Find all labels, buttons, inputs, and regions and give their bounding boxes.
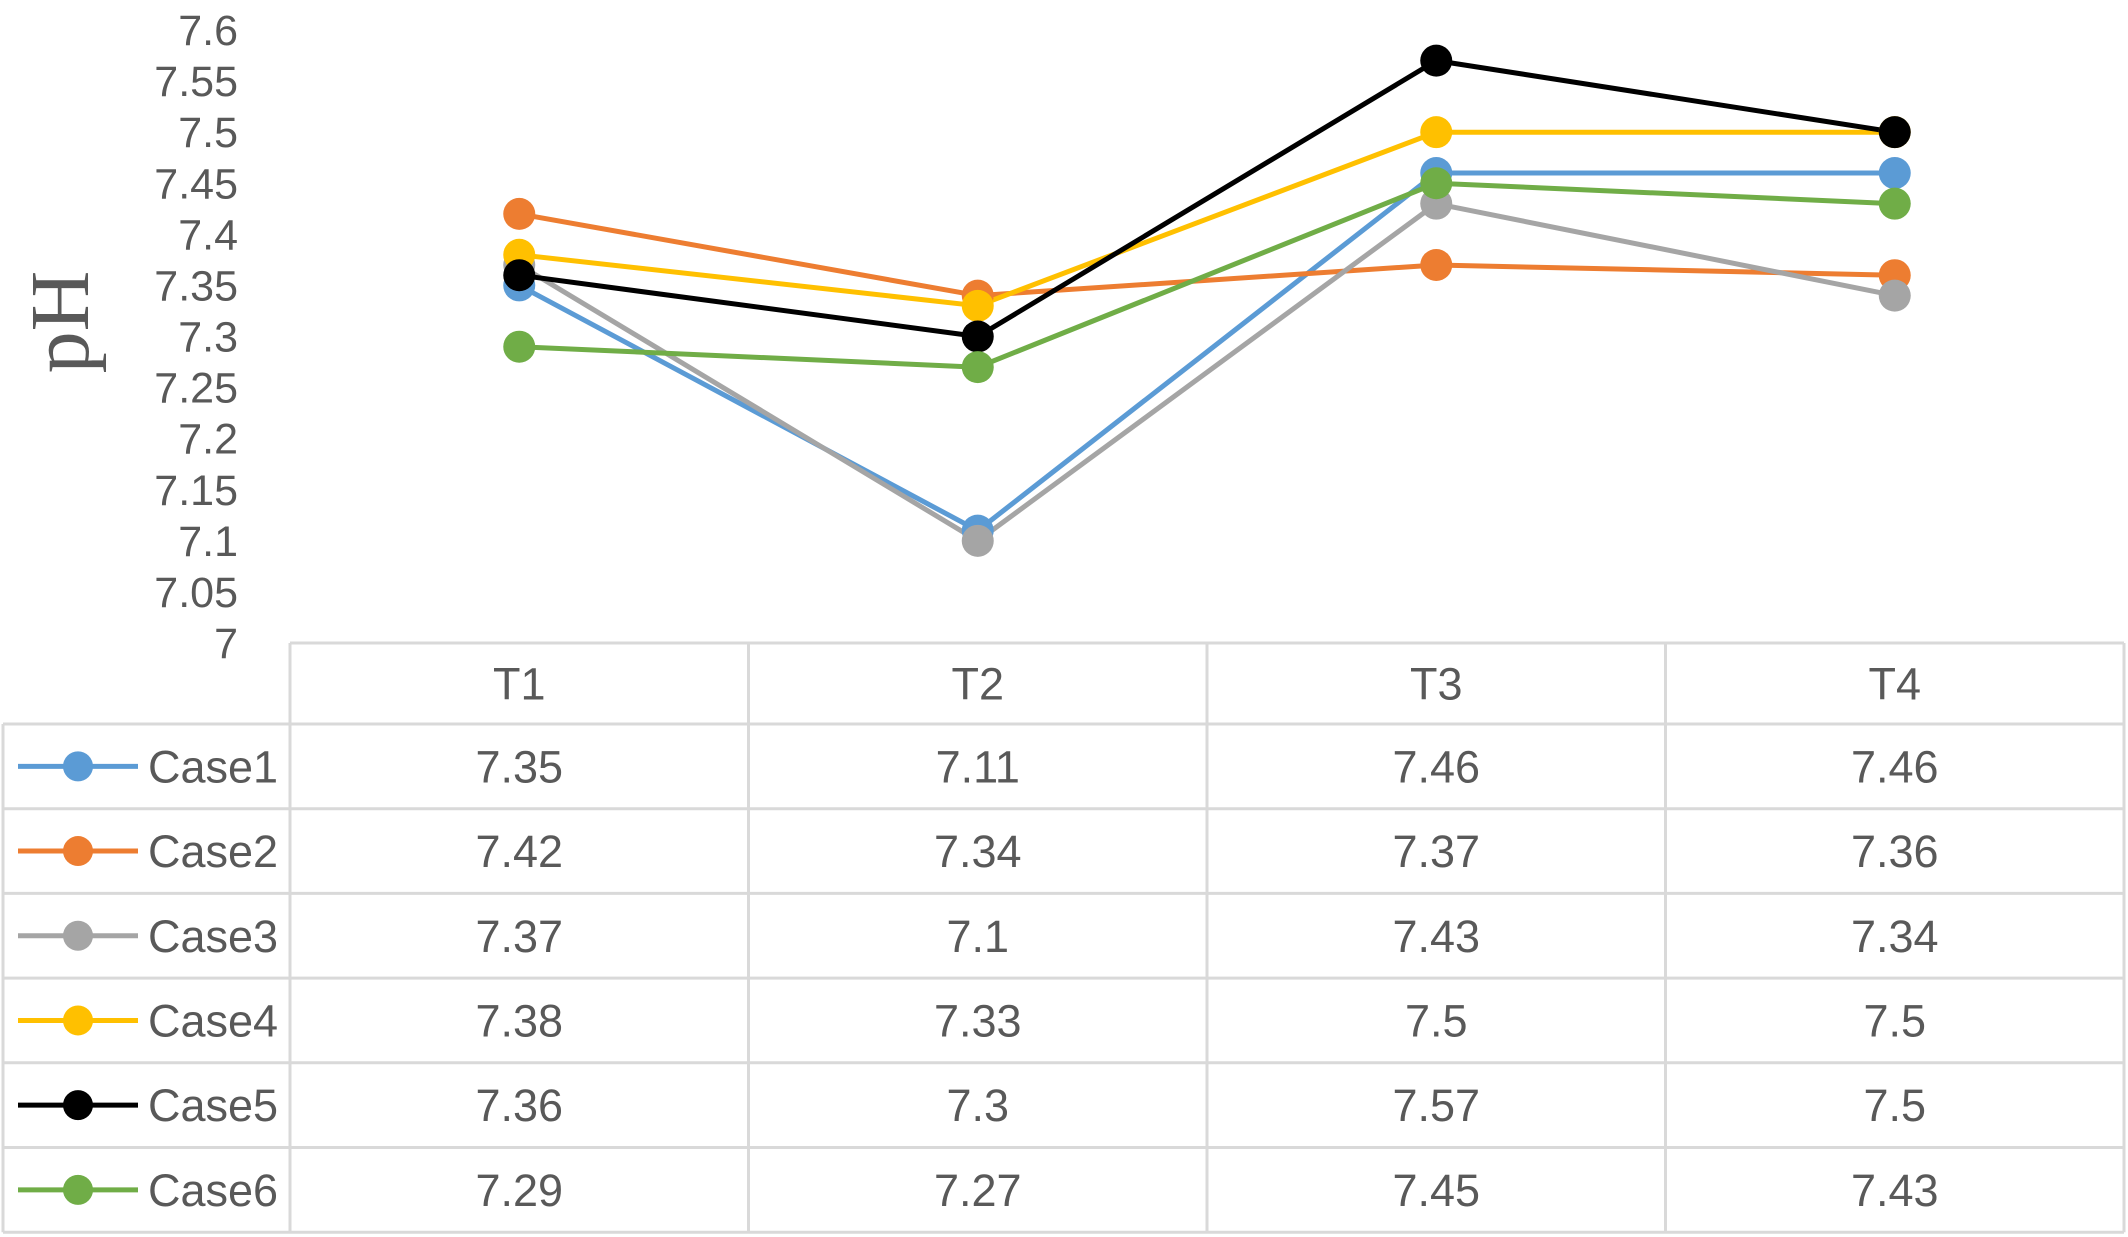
legend-key-marker <box>63 1005 93 1036</box>
x-category-label: T1 <box>493 659 546 710</box>
data-point <box>503 259 536 292</box>
data-cell-value: 7.57 <box>1392 1080 1480 1131</box>
x-category-label: T2 <box>951 659 1004 710</box>
data-point <box>503 330 536 363</box>
data-cell-value: 7.45 <box>1392 1165 1480 1216</box>
data-table-body: Case1 7.35 7.11 7.46 7.46 Case2 7.42 7.34 7.37 7.… <box>18 741 1939 1216</box>
data-point <box>961 351 994 384</box>
data-cell-value: 7.37 <box>1392 826 1480 877</box>
data-cell-value: 7.5 <box>1863 1080 1926 1131</box>
series-line <box>519 129 1895 309</box>
legend-series-name: Case1 <box>148 741 278 792</box>
data-cell-value: 7.46 <box>1851 741 1939 792</box>
y-axis-ticks: 77.057.17.157.27.257.37.357.47.457.57.55… <box>154 7 238 668</box>
data-cell-value: 7.43 <box>1392 911 1480 962</box>
data-cell-value: 7.27 <box>934 1165 1022 1216</box>
data-point <box>1878 157 1911 190</box>
legend-series-name: Case2 <box>148 826 278 877</box>
legend-series-name: Case3 <box>148 911 278 962</box>
data-cell-value: 7.43 <box>1851 1165 1939 1216</box>
data-cell-value: 7.1 <box>946 911 1009 962</box>
legend-series-name: Case6 <box>148 1165 278 1216</box>
data-cell-value: 7.35 <box>475 741 563 792</box>
x-category-label: T3 <box>1410 659 1463 710</box>
legend-series-name: Case4 <box>148 995 278 1046</box>
data-cell-value: 7.42 <box>475 826 563 877</box>
data-cell-value: 7.34 <box>934 826 1022 877</box>
data-cell-value: 7.36 <box>1851 826 1939 877</box>
y-tick-label: 7.35 <box>154 262 238 310</box>
data-cell-value: 7.38 <box>475 995 563 1046</box>
y-tick-label: 7.55 <box>154 58 238 106</box>
data-cell-value: 7.29 <box>475 1165 563 1216</box>
y-tick-label: 7.1 <box>178 518 238 566</box>
data-cell-value: 7.37 <box>475 911 563 962</box>
series-line <box>518 58 1896 339</box>
data-cell-value: 7.36 <box>475 1080 563 1131</box>
data-point <box>1420 116 1453 149</box>
series-line <box>518 211 1895 299</box>
data-point <box>1420 44 1453 77</box>
y-tick-label: 7.4 <box>178 211 238 259</box>
y-tick-label: 7.05 <box>154 569 238 617</box>
data-point <box>1420 248 1453 281</box>
data-point <box>961 524 994 557</box>
y-axis-label: pH <box>14 271 107 374</box>
y-tick-label: 7.25 <box>154 365 238 413</box>
legend-series-name: Case5 <box>148 1080 278 1131</box>
legend-key-marker <box>63 836 93 867</box>
data-cell-value: 7.5 <box>1405 995 1468 1046</box>
data-cell-value: 7.46 <box>1392 741 1480 792</box>
series-lines <box>518 58 1896 544</box>
legend-key-marker <box>63 920 93 951</box>
data-point <box>961 289 994 322</box>
y-tick-label: 7.3 <box>178 314 238 362</box>
data-table-grid <box>1 641 2126 1234</box>
data-cell-value: 7.5 <box>1863 995 1926 1046</box>
legend-key-marker <box>63 1090 93 1121</box>
data-table-headers: T1 T2 T3 T4 <box>493 659 1921 710</box>
data-cell-value: 7.34 <box>1851 911 1939 962</box>
legend-key-marker <box>63 751 93 782</box>
y-tick-label: 7 <box>214 620 238 668</box>
y-tick-label: 7.15 <box>154 467 238 515</box>
data-point <box>1878 116 1911 149</box>
data-point <box>1878 187 1911 220</box>
data-cell-value: 7.11 <box>936 741 1020 792</box>
x-category-label: T4 <box>1868 659 1921 710</box>
data-point <box>1878 279 1911 312</box>
data-point <box>503 197 536 230</box>
series-line <box>518 170 1895 534</box>
data-cell-value: 7.33 <box>934 995 1022 1046</box>
y-tick-label: 7.6 <box>178 7 238 55</box>
series-line <box>519 180 1895 370</box>
y-tick-label: 7.5 <box>178 109 238 157</box>
series-points <box>503 44 1911 557</box>
legend-key-marker <box>63 1174 93 1205</box>
data-point <box>961 320 994 353</box>
data-cell-value: 7.3 <box>946 1080 1009 1131</box>
y-tick-label: 7.2 <box>178 416 238 464</box>
data-point <box>1420 167 1453 200</box>
series-line <box>518 201 1896 544</box>
y-tick-label: 7.45 <box>154 160 238 208</box>
